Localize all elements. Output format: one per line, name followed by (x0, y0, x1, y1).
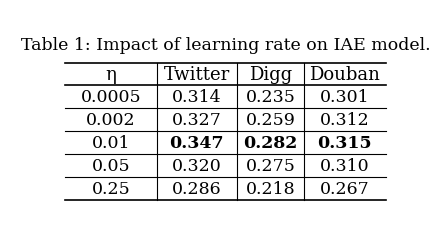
Text: 0.01: 0.01 (92, 135, 130, 152)
Text: 0.267: 0.267 (320, 180, 370, 197)
Text: 0.320: 0.320 (172, 158, 221, 174)
Text: 0.218: 0.218 (246, 180, 295, 197)
Text: 0.310: 0.310 (320, 158, 370, 174)
Text: Digg: Digg (249, 66, 292, 84)
Text: 0.002: 0.002 (86, 112, 136, 129)
Text: 0.0005: 0.0005 (81, 89, 141, 106)
Text: Douban: Douban (309, 66, 380, 84)
Text: 0.347: 0.347 (169, 135, 224, 152)
Text: 0.275: 0.275 (246, 158, 295, 174)
Text: Table 1: Impact of learning rate on IAE model.: Table 1: Impact of learning rate on IAE … (21, 37, 430, 54)
Text: 0.25: 0.25 (92, 180, 130, 197)
Text: 0.05: 0.05 (92, 158, 130, 174)
Text: 0.282: 0.282 (243, 135, 297, 152)
Text: 0.235: 0.235 (246, 89, 295, 106)
Text: 0.314: 0.314 (172, 89, 221, 106)
Text: 0.312: 0.312 (320, 112, 370, 129)
Text: 0.259: 0.259 (246, 112, 295, 129)
Text: Twitter: Twitter (164, 66, 230, 84)
Text: η: η (106, 66, 116, 84)
Text: 0.315: 0.315 (318, 135, 372, 152)
Text: 0.286: 0.286 (172, 180, 221, 197)
Text: 0.301: 0.301 (320, 89, 370, 106)
Text: 0.327: 0.327 (172, 112, 222, 129)
